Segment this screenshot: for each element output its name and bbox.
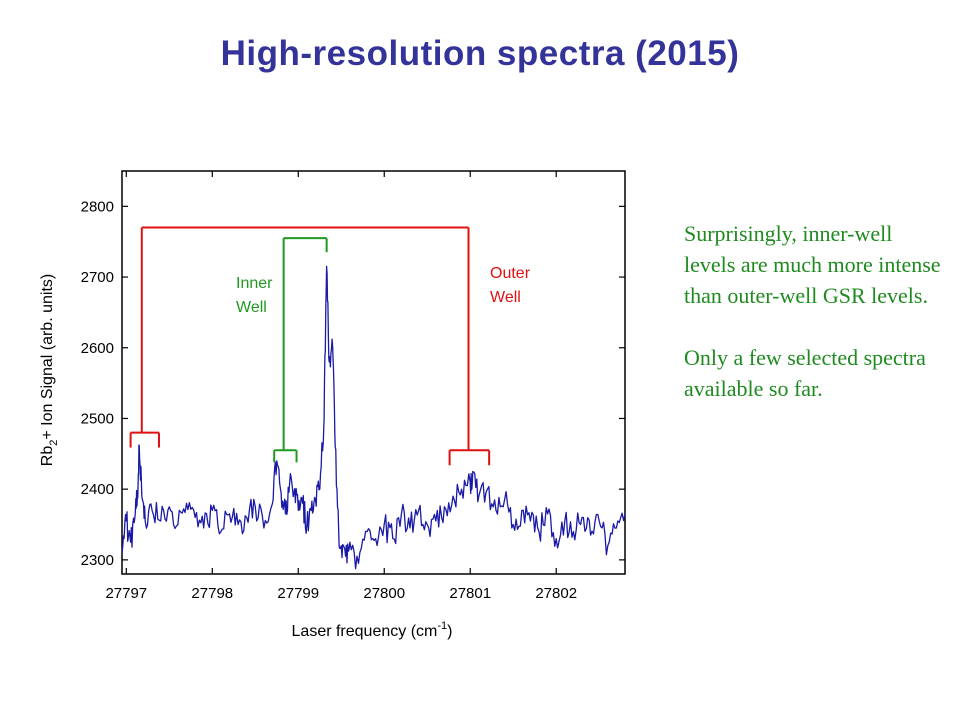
y-tick-label: 2400 [81,481,114,498]
spectrum-trace [121,265,626,570]
x-axis-label: Laser frequency (cm-1) [292,620,453,640]
note-intensity: Surprisingly, inner-well levels are much… [684,221,941,308]
y-axis-label: Rb2+ Ion Signal (arb. units) [39,274,60,466]
trace-layer [121,265,626,570]
side-note: Surprisingly, inner-well levels are much… [684,218,944,404]
annotation-layer: Outer Well Inner Well [129,226,531,466]
outer-well-label-line1: Outer [490,265,531,282]
x-tick-label: 27798 [191,585,233,602]
plot-frame [121,170,626,575]
note-availability: Only a few selected spectra available so… [684,345,926,401]
x-tick-label: 27801 [449,585,491,602]
y-tick-label: 2500 [81,410,114,427]
inner-well: Inner Well [236,237,328,463]
x-tick-label: 27802 [535,585,577,602]
y-tick-label: 2600 [81,340,114,357]
inner-well-label-line2: Well [236,299,267,316]
y-tick-label: 2700 [81,269,114,286]
axes-layer: 27797 27798 27799 27800 27801 27802 2300 2400 25… [81,170,626,602]
x-tick-label: 27799 [277,585,319,602]
outer-well: Outer Well [129,226,531,466]
x-tick-label: 27797 [105,585,147,602]
y-tick-label: 2800 [81,198,114,215]
outer-well-label-line2: Well [490,289,521,306]
inner-well-label-line1: Inner [236,275,273,292]
slide-title: High-resolution spectra (2015) [220,34,740,73]
y-tick-label: 2300 [81,552,114,569]
x-tick-label: 27800 [363,585,405,602]
